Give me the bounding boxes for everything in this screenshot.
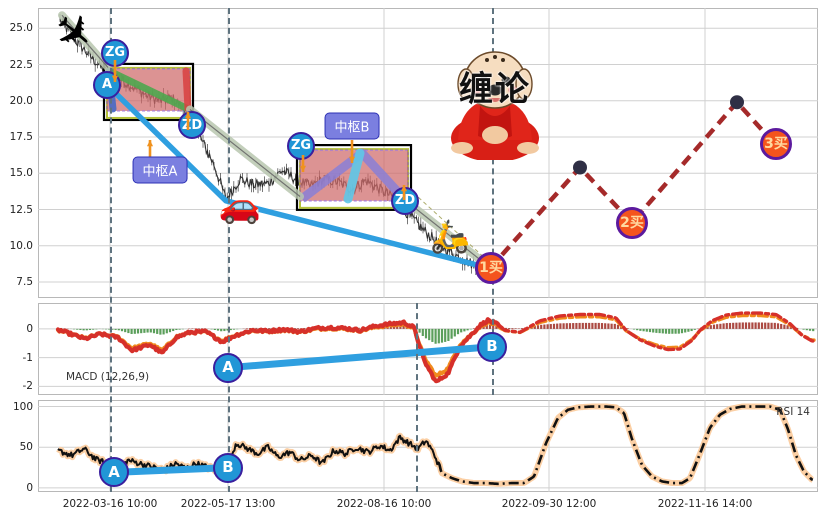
- price-y-tick: 20.0: [9, 94, 33, 107]
- price-y-tick: 10.0: [9, 239, 33, 252]
- car-icon: 🚗: [218, 186, 262, 226]
- pivot-marker-A[interactable]: A: [99, 457, 129, 488]
- pivot-a-label[interactable]: 中枢A: [132, 156, 188, 184]
- scooter-icon: 🛵: [430, 217, 470, 255]
- rsi-panel: RSI 14 100 50 0 2022-03-16 10:00 2022-05-17 …: [13, 400, 818, 510]
- macd-y-tick: 0: [26, 322, 33, 335]
- x-axis-tick: 2022-05-17 13:00: [180, 498, 276, 510]
- rsi-y-tick: 0: [26, 481, 33, 494]
- monk-figure-icon: [451, 51, 539, 160]
- price-y-tick: 7.5: [16, 276, 33, 289]
- pivot-marker-A[interactable]: A: [213, 352, 243, 383]
- price-y-tick: 15.0: [9, 167, 33, 180]
- pivot-marker-ZG[interactable]: ZG: [101, 38, 129, 67]
- rsi-label: RSI 14: [776, 406, 810, 418]
- price-y-tick: 12.5: [9, 203, 33, 216]
- pivot-marker-ZG[interactable]: ZG: [287, 131, 315, 160]
- price-y-tick: 22.5: [9, 58, 33, 71]
- pivot-b-label[interactable]: 中枢B: [324, 112, 380, 140]
- x-axis-tick: 2022-11-16 14:00: [657, 498, 753, 510]
- pivot-marker-ZD[interactable]: ZD: [391, 186, 419, 215]
- macd-label: MACD (12,26,9): [66, 371, 150, 383]
- buy-signal-marker-2买[interactable]: 2买: [616, 206, 648, 239]
- vertical-marker-line: [416, 303, 418, 492]
- macd-chart-svg: [38, 303, 818, 395]
- rsi-y-tick: 100: [12, 400, 33, 413]
- x-axis-tick: 2022-08-16 10:00: [336, 498, 432, 510]
- rsi-y-tick: 50: [19, 441, 33, 454]
- vertical-marker-line: [228, 8, 230, 492]
- price-y-tick: 25.0: [9, 22, 33, 35]
- pivot-marker-ZD[interactable]: ZD: [178, 111, 206, 140]
- chanlun-watermark-text: 缠论: [459, 69, 531, 110]
- x-axis-tick: 2022-09-30 12:00: [501, 498, 597, 510]
- macd-panel: MACD (12,26,9) 0 -1 -2: [23, 303, 818, 395]
- airplane-icon: ✈: [41, 0, 107, 66]
- price-y-tick: 17.5: [9, 131, 33, 144]
- buy-signal-marker-3买[interactable]: 3买: [760, 128, 792, 161]
- pivot-marker-B[interactable]: B: [477, 331, 507, 362]
- vertical-marker-line: [492, 8, 494, 395]
- pivot-marker-A[interactable]: A: [93, 70, 121, 99]
- vertical-marker-line: [110, 8, 112, 492]
- macd-y-tick: -1: [22, 351, 33, 364]
- macd-y-tick: -2: [22, 380, 33, 393]
- buy-signal-marker-1买[interactable]: 1买: [475, 252, 507, 285]
- pivot-marker-B[interactable]: B: [213, 452, 243, 483]
- x-axis-tick: 2022-03-16 10:00: [62, 498, 158, 510]
